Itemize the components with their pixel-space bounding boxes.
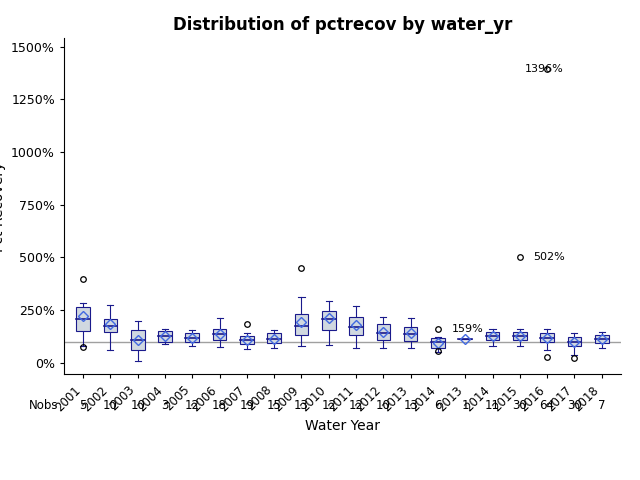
- Text: 64: 64: [540, 399, 555, 412]
- Bar: [568, 337, 581, 347]
- Text: 6: 6: [434, 399, 442, 412]
- Text: 1396%: 1396%: [525, 64, 564, 74]
- Text: 5: 5: [79, 399, 87, 412]
- Text: 11: 11: [485, 399, 500, 412]
- Text: 3: 3: [161, 399, 169, 412]
- Bar: [212, 329, 227, 340]
- Bar: [540, 333, 554, 342]
- Bar: [513, 332, 527, 340]
- Text: 19: 19: [239, 399, 254, 412]
- Text: 1: 1: [461, 399, 469, 412]
- Y-axis label: Pct Recovery: Pct Recovery: [0, 161, 6, 252]
- Text: 30: 30: [513, 399, 527, 412]
- Text: 15: 15: [267, 399, 282, 412]
- Text: 10: 10: [376, 399, 391, 412]
- Bar: [268, 333, 281, 343]
- Text: 159%: 159%: [452, 324, 483, 334]
- Bar: [131, 330, 145, 350]
- Text: 13: 13: [403, 399, 418, 412]
- Bar: [104, 319, 117, 332]
- Bar: [186, 333, 199, 342]
- X-axis label: Water Year: Water Year: [305, 420, 380, 433]
- Text: 12: 12: [185, 399, 200, 412]
- Text: Nobs: Nobs: [29, 399, 58, 412]
- Bar: [486, 332, 499, 340]
- Text: 18: 18: [212, 399, 227, 412]
- Bar: [404, 326, 417, 341]
- Text: 10: 10: [103, 399, 118, 412]
- Text: 10: 10: [131, 399, 145, 412]
- Text: 12: 12: [321, 399, 336, 412]
- Text: 502%: 502%: [534, 252, 565, 262]
- Text: 12: 12: [349, 399, 364, 412]
- Bar: [158, 331, 172, 342]
- Text: 7: 7: [598, 399, 605, 412]
- Bar: [322, 311, 335, 330]
- Bar: [76, 307, 90, 331]
- Bar: [376, 324, 390, 340]
- Text: 30: 30: [567, 399, 582, 412]
- Text: 13: 13: [294, 399, 309, 412]
- Bar: [431, 338, 445, 348]
- Title: Distribution of pctrecov by water_yr: Distribution of pctrecov by water_yr: [173, 16, 512, 34]
- Bar: [349, 317, 363, 336]
- Bar: [240, 336, 253, 344]
- Bar: [294, 314, 308, 336]
- Bar: [595, 335, 609, 343]
